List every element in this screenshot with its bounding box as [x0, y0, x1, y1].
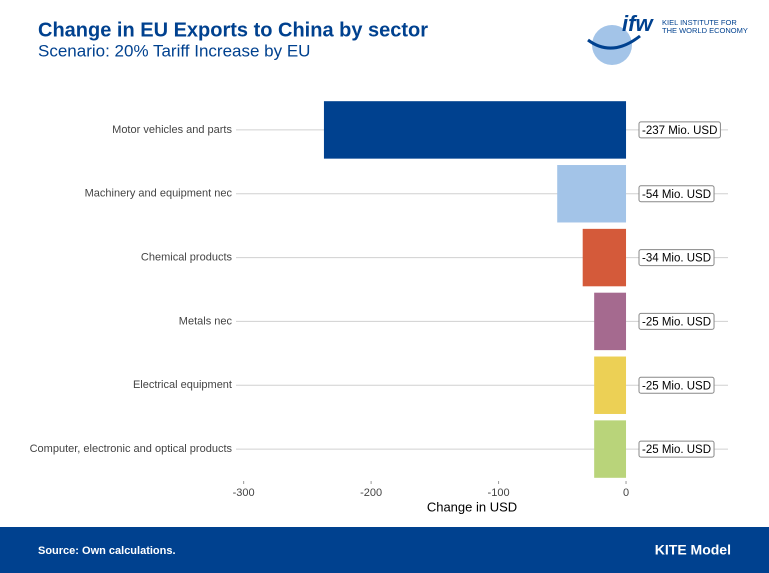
logo: ifw KIEL INSTITUTE FOR THE WORLD ECONOMY — [587, 11, 748, 65]
x-axis-label: Change in USD — [427, 499, 517, 514]
logo-name: ifw — [622, 11, 654, 36]
value-label: -25 Mio. USD — [642, 444, 711, 456]
value-label-box — [638, 249, 715, 267]
logo-globe — [592, 25, 632, 65]
value-label-box — [638, 312, 715, 330]
value-label: -54 Mio. USD — [642, 189, 711, 201]
logo-line: THE WORLD ECONOMY — [662, 26, 748, 35]
y-tick-label: Computer, electronic and optical product… — [30, 443, 233, 455]
y-tick-label: Metals nec — [179, 315, 233, 327]
footer-source: Source: Own calculations. — [38, 545, 176, 557]
logo-line: KIEL INSTITUTE FOR — [662, 18, 737, 27]
footer-model: KITE Model — [655, 542, 731, 558]
value-label-box — [638, 185, 715, 203]
y-tick-label: Chemical products — [141, 251, 233, 263]
bar — [582, 228, 627, 287]
value-label: -237 Mio. USD — [642, 125, 717, 137]
x-tick-label: 0 — [623, 487, 629, 499]
subtitle: Scenario: 20% Tariff Increase by EU — [38, 41, 310, 60]
bar — [594, 356, 627, 414]
x-tick-label: -100 — [488, 487, 510, 499]
bar — [557, 165, 627, 223]
bar — [323, 101, 627, 159]
value-label: -25 Mio. USD — [642, 316, 711, 328]
bar — [594, 420, 627, 478]
value-label-box — [638, 121, 721, 139]
y-tick-label: Electrical equipment — [133, 379, 232, 391]
footer-band — [0, 527, 769, 573]
y-tick-label: Machinery and equipment nec — [85, 188, 233, 200]
value-label: -25 Mio. USD — [642, 380, 711, 392]
x-tick-label: -200 — [360, 487, 382, 499]
bar — [594, 292, 627, 351]
value-label-box — [638, 440, 715, 458]
plot: -300 -200 -100 0 Change in USD Motor vehicles… — [30, 101, 728, 514]
value-label: -34 Mio. USD — [642, 253, 711, 265]
logo-swoosh — [587, 34, 641, 50]
x-tick-label: -300 — [233, 487, 255, 499]
title: Change in EU Exports to China by sector — [38, 19, 428, 41]
value-label-box — [638, 376, 715, 394]
y-tick-label: Motor vehicles and parts — [112, 124, 232, 136]
